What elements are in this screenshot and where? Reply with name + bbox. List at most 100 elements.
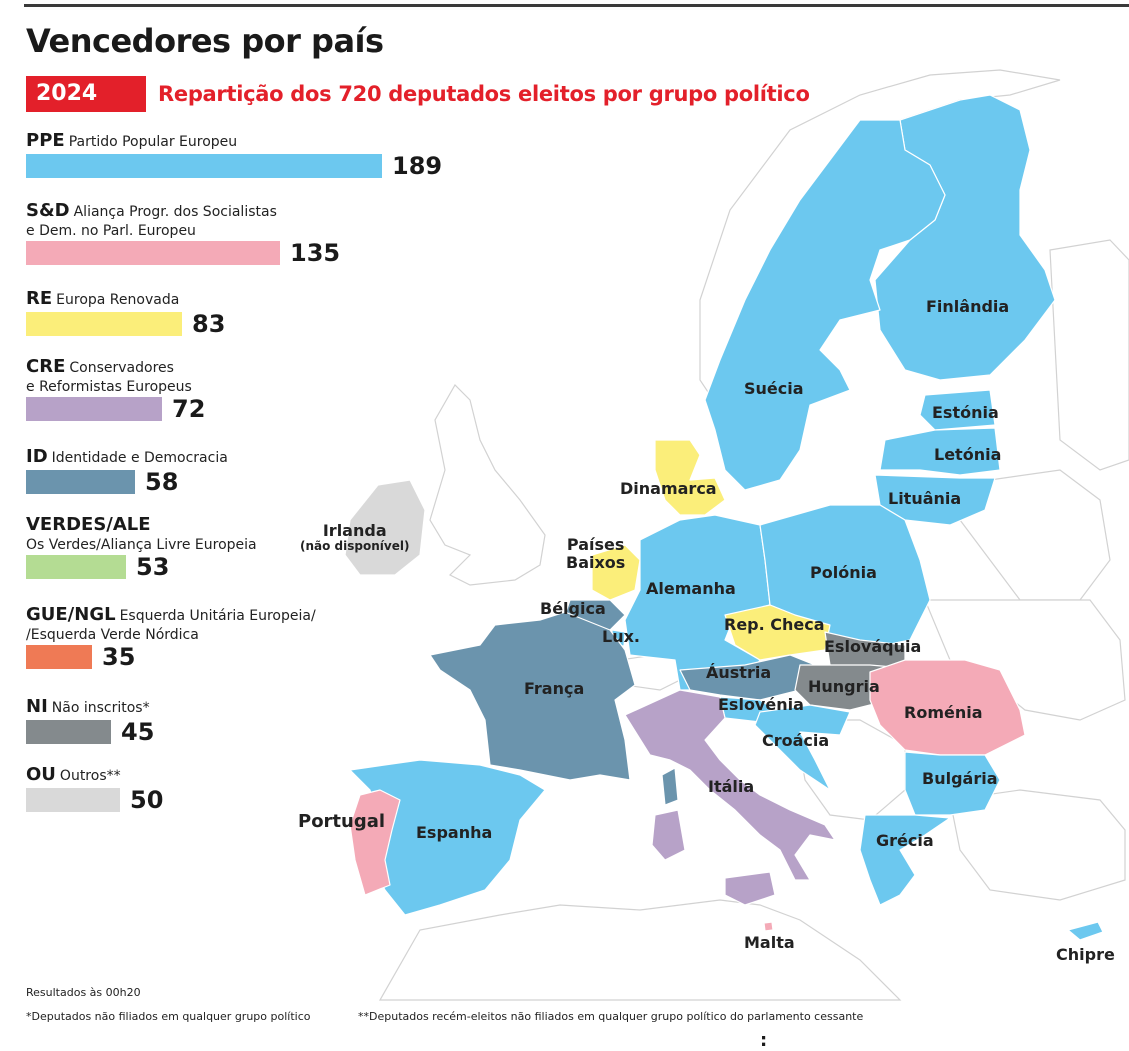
label-rep-checa: Rep. Checa: [724, 615, 825, 634]
balkans-land: [794, 719, 906, 821]
cyprus-shape: [1067, 921, 1104, 941]
label-alemanha: Alemanha: [646, 579, 736, 598]
legend-code: CRE: [26, 356, 66, 377]
bar-value: 35: [102, 643, 136, 671]
legend-item-ppe: PPE Partido Popular Europeu 189: [26, 130, 466, 180]
label-italia: Itália: [708, 777, 755, 796]
legend-desc-2: e Reformistas Europeus: [26, 378, 192, 395]
legend-item-cre: CRE Conservadores e Reformistas Europeus …: [26, 356, 466, 423]
label-franca: França: [524, 679, 585, 698]
legend-code: VERDES/ALE: [26, 514, 151, 535]
year-badge: 2024: [26, 76, 146, 112]
top-rule: [24, 4, 1129, 7]
label-dinamarca: Dinamarca: [620, 479, 717, 498]
bar-value: 72: [172, 395, 206, 423]
bar-ou: [26, 787, 120, 812]
sardinia-shape: [651, 809, 686, 861]
legend-desc: Conservadores: [69, 360, 174, 376]
corsica-shape: [661, 767, 679, 806]
bar-ppe: [26, 153, 382, 178]
label-paises-baixos: Países Baixos: [566, 535, 626, 573]
label-grecia: Grécia: [876, 831, 934, 850]
bar-value: 189: [392, 151, 443, 180]
label-letonia: Letónia: [934, 445, 1002, 464]
legend-item-verdes: VERDES/ALE Os Verdes/Aliança Livre Europ…: [26, 514, 466, 581]
malta-shape: [763, 921, 774, 932]
legend-desc: Partido Popular Europeu: [68, 134, 238, 150]
legend-code: OU: [26, 764, 56, 785]
subtitle: Repartição dos 720 deputados eleitos por…: [158, 82, 810, 106]
bar-cre: [26, 397, 162, 421]
legend-desc: Esquerda Unitária Europeia/: [119, 608, 316, 624]
legend-desc: Identidade e Democracia: [51, 450, 228, 466]
bar-verdes: [26, 555, 126, 579]
footnote-1: *Deputados não filiados em qualquer grup…: [26, 1010, 311, 1023]
latvia-shape: [879, 427, 1001, 476]
legend-item-ou: OU Outros** 50: [26, 764, 466, 814]
more-dots: :: [760, 1030, 768, 1051]
label-finlandia: Finlândia: [926, 297, 1010, 316]
ireland-shape: [344, 479, 426, 576]
legend-code: GUE/NGL: [26, 604, 116, 625]
bar-sd: [26, 241, 280, 265]
label-eslovenia: Eslovénia: [718, 695, 804, 714]
label-paises-baixos-line1: Países: [566, 535, 625, 554]
label-eslovaquia: Eslováquia: [824, 637, 922, 656]
portugal-shape: [349, 789, 401, 896]
label-portugal: Portugal: [298, 811, 386, 832]
legend-item-re: RE Europa Renovada 83: [26, 288, 466, 338]
turkey-land: [949, 789, 1126, 901]
label-irlanda-note: (não disponível): [300, 539, 410, 554]
bar-gue: [26, 645, 92, 669]
label-estonia: Estónia: [932, 403, 999, 422]
denmark-shape: [654, 439, 726, 516]
sweden-shape: [704, 119, 946, 491]
label-lituania: Lituânia: [888, 489, 962, 508]
bar-value: 50: [130, 785, 164, 814]
label-polonia: Polónia: [810, 563, 877, 582]
bulgaria-shape: [904, 751, 1001, 816]
label-belgica: Bélgica: [540, 599, 606, 618]
bar-value: 53: [136, 553, 170, 581]
legend-item-gue: GUE/NGL Esquerda Unitária Europeia/ /Esqu…: [26, 604, 466, 671]
label-malta: Malta: [744, 933, 795, 952]
page-title: Vencedores por país: [26, 22, 384, 60]
bar-value: 83: [192, 309, 226, 338]
label-chipre: Chipre: [1056, 945, 1115, 964]
romania-shape: [869, 659, 1026, 756]
legend-code: S&D: [26, 200, 70, 221]
legend-desc-2: Os Verdes/Aliança Livre Europeia: [26, 536, 257, 553]
label-irlanda: Irlanda (não disponível): [300, 521, 410, 554]
legend-item-id: ID Identidade e Democracia 58: [26, 446, 466, 496]
bar-value: 58: [145, 467, 179, 496]
legend-code: ID: [26, 446, 48, 467]
legend-desc: Aliança Progr. dos Socialistas: [73, 204, 277, 220]
croatia-shape: [754, 704, 851, 791]
bar-id: [26, 469, 135, 494]
bar-value: 45: [121, 717, 155, 746]
label-suecia: Suécia: [744, 379, 804, 398]
label-romenia: Roménia: [904, 703, 983, 722]
estonia-shape: [919, 389, 996, 431]
legend-desc: Europa Renovada: [56, 292, 180, 308]
greece-shape: [859, 814, 951, 906]
label-espanha: Espanha: [416, 823, 493, 842]
legend-code: RE: [26, 288, 53, 309]
label-croacia: Croácia: [762, 731, 830, 750]
label-paises-baixos-line2: Baixos: [566, 553, 626, 573]
legend-item-ni: NI Não inscritos* 45: [26, 696, 466, 746]
bar-ni: [26, 719, 111, 744]
bar-value: 135: [290, 239, 341, 267]
north-africa-land: [378, 899, 902, 1001]
legend-code: PPE: [26, 130, 65, 151]
legend-desc-2: e Dem. no Parl. Europeu: [26, 222, 196, 239]
label-austria: Áustria: [706, 663, 772, 682]
sicily-shape: [724, 871, 776, 906]
uk-land: [429, 384, 546, 586]
legend-code: NI: [26, 696, 48, 717]
netherlands-shape: [591, 544, 641, 601]
label-lux: Lux.: [602, 627, 640, 646]
label-hungria: Hungria: [808, 677, 880, 696]
legend-item-sd: S&D Aliança Progr. dos Socialistas e Dem.…: [26, 200, 466, 267]
